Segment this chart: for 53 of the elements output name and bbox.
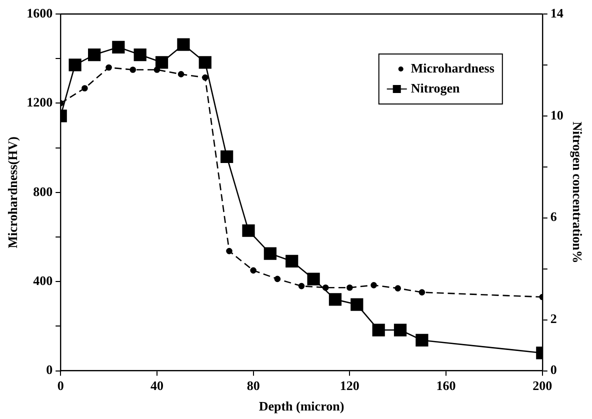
point <box>130 66 136 73</box>
x-tick-label: 80 <box>246 378 260 393</box>
point <box>346 284 353 291</box>
point <box>198 56 212 69</box>
point <box>88 48 101 62</box>
x-tick-label: 200 <box>532 378 552 393</box>
point <box>394 285 402 292</box>
point <box>328 293 342 306</box>
y2-axis-title: Nitrogen concentration% <box>570 122 585 264</box>
x-tick-label: 160 <box>436 378 456 393</box>
y2-tick-label: 0 <box>550 362 557 378</box>
point <box>322 284 329 291</box>
point <box>112 40 125 54</box>
y-tick-label: 800 <box>33 184 53 199</box>
point <box>134 48 146 62</box>
x-tick-label: 40 <box>150 378 164 393</box>
x-axis-title: Depth (micron) <box>258 398 344 414</box>
point <box>242 224 255 237</box>
point <box>106 64 112 71</box>
y2-tick-label: 2 <box>550 311 557 326</box>
point <box>370 282 377 288</box>
point <box>68 58 82 72</box>
point <box>372 324 385 336</box>
point <box>274 276 281 282</box>
y2-tick-label: 14 <box>550 5 564 20</box>
point <box>418 289 426 296</box>
point <box>155 56 168 69</box>
x-tick-label: 0 <box>57 378 64 393</box>
point <box>307 272 320 286</box>
point <box>250 267 256 274</box>
point <box>220 150 234 164</box>
point <box>82 85 88 92</box>
point <box>202 74 208 81</box>
point <box>226 248 232 254</box>
x-tick-label: 120 <box>340 378 360 393</box>
point <box>350 298 364 311</box>
point <box>178 71 184 78</box>
y2-tick-label: 6 <box>550 209 558 224</box>
y-tick-label: 400 <box>33 272 53 288</box>
point <box>177 38 190 51</box>
point <box>264 247 276 260</box>
point <box>154 66 160 73</box>
legend-label: Nitrogen <box>410 80 460 96</box>
legend-label: Microhardness <box>410 60 494 76</box>
y-tick-label: 1200 <box>26 94 53 110</box>
point <box>394 324 407 336</box>
y-tick-label: 1600 <box>26 5 53 20</box>
point <box>416 334 428 347</box>
y-axis-title: Microhardness(HV) <box>5 136 20 248</box>
point <box>286 254 298 268</box>
y-tick-label: 0 <box>46 362 53 378</box>
y2-tick-label: 10 <box>550 107 564 122</box>
point <box>298 282 305 290</box>
